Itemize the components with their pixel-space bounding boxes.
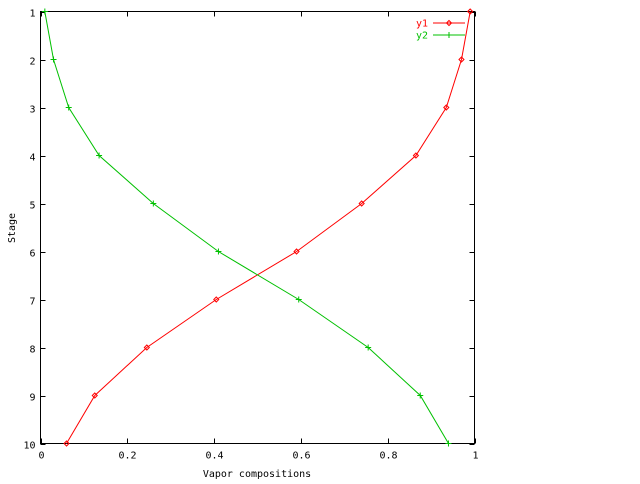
- x-tick-label: 0.8: [379, 451, 397, 462]
- y-tick-label: 9: [29, 393, 35, 404]
- data-point-y1: [412, 152, 420, 159]
- y-tick-label: 6: [29, 249, 35, 260]
- data-point-y2: [150, 200, 157, 207]
- data-point-y1: [458, 56, 465, 63]
- data-point-y2: [365, 344, 372, 351]
- y-tick-label: 7: [29, 297, 35, 308]
- plot-frame: [40, 11, 475, 444]
- data-point-y1: [358, 200, 365, 207]
- x-tick-label: 1: [472, 451, 478, 462]
- series-area: [41, 8, 474, 447]
- data-point-y2: [445, 440, 452, 447]
- x-axis: 0 0.2 0.4 0.6 0.8 1: [38, 11, 479, 462]
- x-axis-label: Vapor compositions: [203, 469, 311, 480]
- data-point-y2: [65, 104, 72, 111]
- data-point-y1: [143, 344, 151, 351]
- data-point-y1: [443, 104, 450, 111]
- data-point-y1: [293, 248, 300, 255]
- data-point-y1: [213, 296, 220, 303]
- series-line-y2: [44, 11, 449, 444]
- data-point-y2: [417, 392, 424, 399]
- data-point-y2: [50, 56, 57, 63]
- y-tick-label: 5: [29, 201, 35, 212]
- data-point-y2: [215, 248, 222, 255]
- legend-label-y1: y1: [416, 19, 428, 30]
- data-point-y2: [295, 296, 302, 303]
- data-point-y1: [91, 392, 98, 399]
- y-tick-label: 8: [29, 345, 35, 356]
- x-tick-label: 0.2: [118, 451, 136, 462]
- data-point-y2: [96, 152, 103, 159]
- data-point-y1: [466, 8, 474, 15]
- y-tick-label: 2: [29, 57, 35, 68]
- y-tick-label: 4: [29, 153, 35, 164]
- data-point-y2: [41, 8, 48, 15]
- series-line-y1: [66, 11, 471, 444]
- legend-marker-y2: [446, 32, 452, 38]
- x-tick-label: 0.6: [292, 451, 310, 462]
- legend-label-y2: y2: [416, 31, 428, 42]
- y-tick-label: 3: [29, 105, 35, 116]
- y-axis-label: Stage: [7, 213, 18, 243]
- x-tick-label: 0: [38, 451, 44, 462]
- x-tick-label: 0.4: [205, 451, 223, 462]
- legend-marker-y1: [445, 19, 453, 27]
- y-tick-label: 1: [29, 9, 35, 20]
- data-point-y1: [63, 440, 70, 447]
- y-tick-label: 10: [23, 441, 35, 452]
- y-axis: 1 2 3 4 5 6 7 8 9 10: [23, 9, 475, 452]
